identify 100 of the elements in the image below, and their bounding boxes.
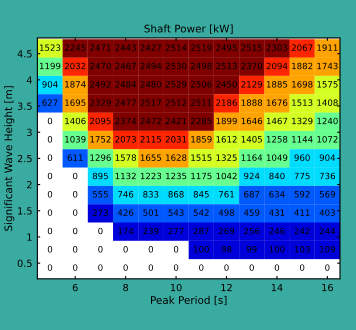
x-tick-label: 8: [123, 284, 128, 292]
data-label: 840: [269, 172, 285, 180]
data-label: 0: [199, 264, 204, 271]
data-label: 1042: [216, 172, 237, 180]
data-label: 239: [143, 228, 158, 234]
data-label: 109: [320, 246, 335, 253]
data-label: 634: [269, 191, 285, 198]
data-label: 2427: [140, 44, 162, 51]
data-label: 0: [224, 264, 229, 271]
data-label: 2513: [216, 62, 237, 70]
data-label: 611: [68, 154, 83, 161]
data-label: 1072: [317, 136, 338, 143]
x-tick-label: 10: [170, 284, 182, 292]
y-tick-label: 0.5: [18, 260, 32, 267]
data-label: 0: [98, 264, 103, 271]
data-label: 0: [274, 264, 280, 271]
data-label: 2480: [140, 81, 162, 88]
data-label: 2492: [90, 81, 111, 88]
data-label: 960: [294, 154, 310, 161]
data-label: 2115: [140, 136, 162, 143]
data-label: 845: [194, 191, 209, 198]
data-label: 2506: [190, 81, 212, 88]
data-label: 246: [269, 228, 285, 234]
data-label: 1698: [292, 81, 313, 88]
data-label: 868: [168, 191, 184, 198]
data-label: 0: [48, 246, 52, 253]
data-label: 0: [48, 191, 52, 198]
data-label: 2129: [241, 81, 262, 88]
data-label: 592: [294, 191, 310, 198]
data-label: 100: [270, 246, 285, 253]
data-label: 0: [98, 246, 103, 253]
data-label: 0: [73, 209, 78, 216]
data-label: 0: [250, 264, 254, 271]
data-label: 1329: [292, 118, 313, 124]
data-label: 1874: [65, 81, 86, 88]
data-label: 100: [194, 246, 209, 253]
data-label: 0: [300, 264, 304, 271]
data-label: 904: [42, 81, 58, 88]
data-label: 2494: [140, 62, 162, 70]
x-tick-label: 6: [72, 284, 78, 292]
data-label: 2443: [115, 44, 136, 51]
data-label: 1523: [40, 44, 60, 51]
data-label: 1655: [140, 154, 162, 161]
data-label: 1515: [191, 154, 212, 161]
data-label: 1752: [90, 136, 111, 143]
data-label: 1296: [90, 154, 111, 161]
data-label: 98: [222, 246, 232, 253]
data-label: 2470: [90, 62, 111, 70]
data-label: 1888: [242, 99, 262, 106]
data-label: 627: [42, 99, 58, 106]
data-label: 1039: [65, 136, 86, 143]
data-label: 1695: [65, 99, 86, 106]
data-label: 2519: [190, 44, 212, 51]
data-label: 1575: [317, 81, 338, 88]
data-label: 2515: [241, 44, 262, 51]
y-axis-title: Significant Wave Height [m]: [4, 86, 14, 231]
y-tick-label: 3: [27, 128, 32, 136]
data-label: 2484: [115, 81, 136, 88]
data-label: 1646: [242, 118, 262, 124]
data-label: 761: [218, 191, 234, 198]
data-label: 1049: [266, 154, 288, 161]
data-label: 0: [174, 264, 178, 271]
data-label: 2303: [266, 44, 288, 51]
data-label: 0: [123, 246, 128, 253]
data-label: 0: [148, 264, 154, 271]
data-label: 775: [294, 172, 310, 180]
data-label: 244: [320, 228, 336, 234]
data-label: 459: [244, 209, 260, 216]
data-label: 2031: [166, 136, 186, 143]
data-label: 2370: [241, 62, 262, 70]
data-label: 1467: [266, 118, 288, 124]
data-label: 0: [48, 264, 52, 271]
data-label: 2186: [216, 99, 237, 106]
y-tick-label: 4: [26, 76, 32, 84]
data-label: 1612: [216, 136, 237, 143]
data-label: 2329: [90, 99, 111, 106]
data-label: 103: [294, 246, 310, 253]
data-label: 2517: [140, 99, 162, 106]
data-label: 242: [294, 228, 310, 234]
data-label: 569: [320, 191, 335, 198]
data-label: 687: [244, 191, 260, 198]
data-label: 0: [174, 246, 178, 253]
data-label: 1859: [191, 136, 212, 143]
data-label: 426: [118, 209, 134, 216]
data-label: 0: [48, 209, 52, 216]
data-label: 2094: [266, 62, 288, 70]
data-label: 2067: [292, 44, 312, 51]
data-label: 924: [244, 172, 260, 180]
data-label: 0: [98, 228, 103, 234]
data-label: 736: [320, 172, 336, 180]
data-label: 1258: [266, 136, 288, 143]
data-label: 0: [325, 264, 330, 271]
data-label: 2514: [166, 44, 187, 51]
data-label: 0: [48, 136, 52, 143]
x-tick-label: 16: [322, 284, 333, 292]
chart-title: Shaft Power [kW]: [144, 24, 233, 34]
data-label: 2032: [64, 62, 86, 70]
y-tick-label: 2.5: [18, 154, 32, 162]
data-label: 2450: [216, 81, 237, 88]
data-label: 1743: [317, 62, 338, 70]
